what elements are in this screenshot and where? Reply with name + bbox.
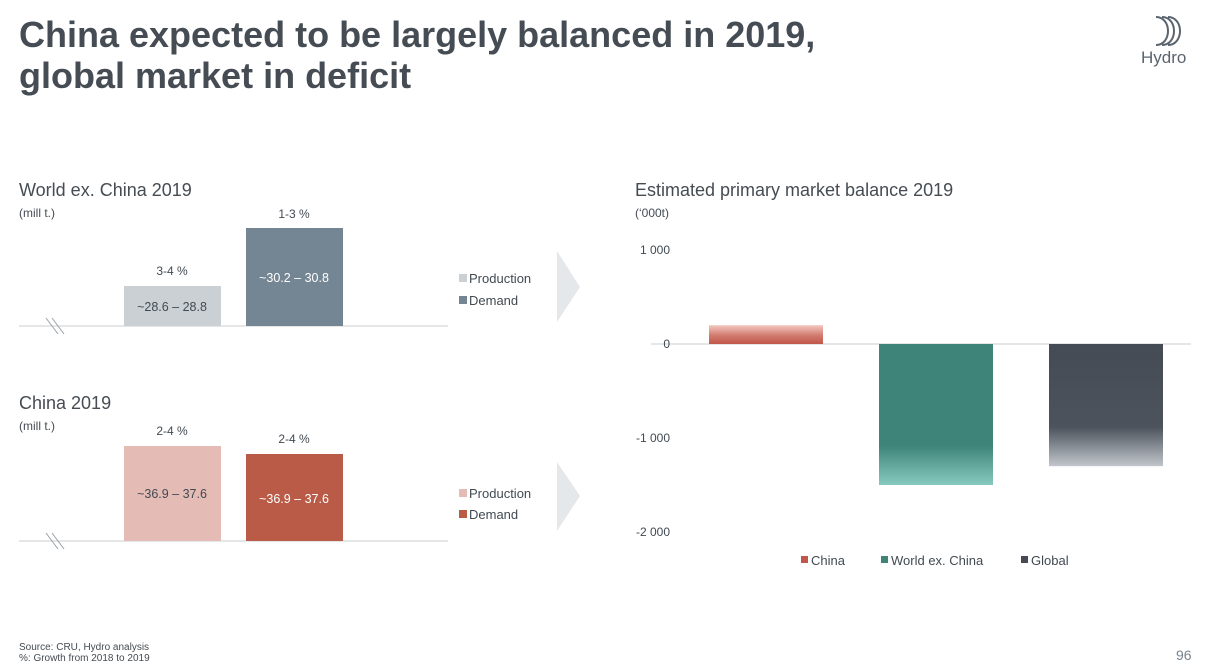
bar-world-ex-china [879, 344, 993, 485]
bar-china [709, 325, 823, 344]
y-tick-label: 0 [663, 337, 670, 351]
arrow-chevron-icon-bottom [557, 462, 580, 531]
y-axis-ticks: 1 000 0 -1 000 -2 000 [636, 243, 670, 539]
legend-swatch-world-ex-china [881, 556, 888, 563]
chart-unit-world: (mill t.) [19, 206, 55, 220]
legend-label-global: Global [1031, 553, 1069, 568]
logo-text: Hydro [1141, 48, 1187, 67]
chart-market-balance: 1 000 0 -1 000 -2 000 China World ex. China… [636, 243, 1191, 568]
legend-label-china-production: Production [469, 486, 531, 501]
legend-label-china-demand: Demand [469, 507, 518, 522]
data-label-world-production: ~28.6 – 28.8 [137, 300, 207, 314]
balance-bars [709, 325, 1163, 485]
legend-market-balance: China World ex. China Global [801, 553, 1069, 568]
legend-china: Production Demand [459, 486, 531, 522]
arrow-chevron-icon-top [557, 251, 580, 322]
bar-china-demand [246, 454, 343, 541]
chart-world-ex-china: ~28.6 – 28.8 ~30.2 – 30.8 3-4 % 1-3 % Pr… [19, 207, 580, 335]
chart-title-market-balance: Estimated primary market balance 2019 [635, 180, 954, 200]
page-title-line-1: China expected to be largely balanced in… [19, 14, 816, 55]
growth-label-world-production: 3-4 % [156, 264, 188, 278]
data-label-china-production: ~36.9 – 37.6 [137, 487, 207, 501]
data-label-world-demand: ~30.2 – 30.8 [259, 271, 329, 285]
legend-label-world-ex-china: World ex. China [891, 553, 984, 568]
axis-break-world [45, 317, 65, 335]
chart-title-china: China 2019 [19, 393, 112, 413]
legend-label-world-demand: Demand [469, 293, 518, 308]
chart-unit-market-balance: (‘000t) [635, 206, 670, 220]
growth-label-china-production: 2-4 % [156, 424, 188, 438]
footnote-growth: %: Growth from 2018 to 2019 [19, 653, 150, 664]
growth-label-china-demand: 2-4 % [278, 432, 310, 446]
legend-swatch-china [801, 556, 808, 563]
legend-world: Production Demand [459, 271, 531, 308]
legend-swatch-world-demand [459, 296, 467, 304]
bar-world-demand [246, 228, 343, 326]
legend-label-china: China [811, 553, 846, 568]
y-tick-label: -1 000 [636, 431, 670, 445]
growth-label-world-demand: 1-3 % [278, 207, 310, 221]
page-title: China expected to be largely balanced in… [19, 14, 815, 96]
chart-china: ~36.9 – 37.6 ~36.9 – 37.6 2-4 % 2-4 % Pr… [19, 424, 580, 550]
bar-china-production [124, 446, 221, 541]
chart-unit-china: (mill t.) [19, 419, 55, 433]
legend-swatch-world-production [459, 274, 467, 282]
axis-break-china [45, 532, 65, 550]
bar-global [1049, 344, 1163, 467]
legend-label-world-production: Production [469, 271, 531, 286]
y-tick-label: -2 000 [636, 525, 670, 539]
legend-swatch-china-production [459, 489, 467, 497]
legend-swatch-china-demand [459, 510, 467, 518]
legend-swatch-global [1021, 556, 1028, 563]
footnote-source: Source: CRU, Hydro analysis [19, 642, 150, 653]
chart-title-world: World ex. China 2019 [19, 180, 192, 200]
data-label-china-demand: ~36.9 – 37.6 [259, 492, 329, 506]
bar-world-production [124, 286, 221, 326]
page-number: 96 [1176, 647, 1192, 663]
y-tick-label: 1 000 [640, 243, 670, 257]
hydro-logo-icon [1155, 16, 1181, 46]
page-title-line-2: global market in deficit [19, 55, 412, 96]
